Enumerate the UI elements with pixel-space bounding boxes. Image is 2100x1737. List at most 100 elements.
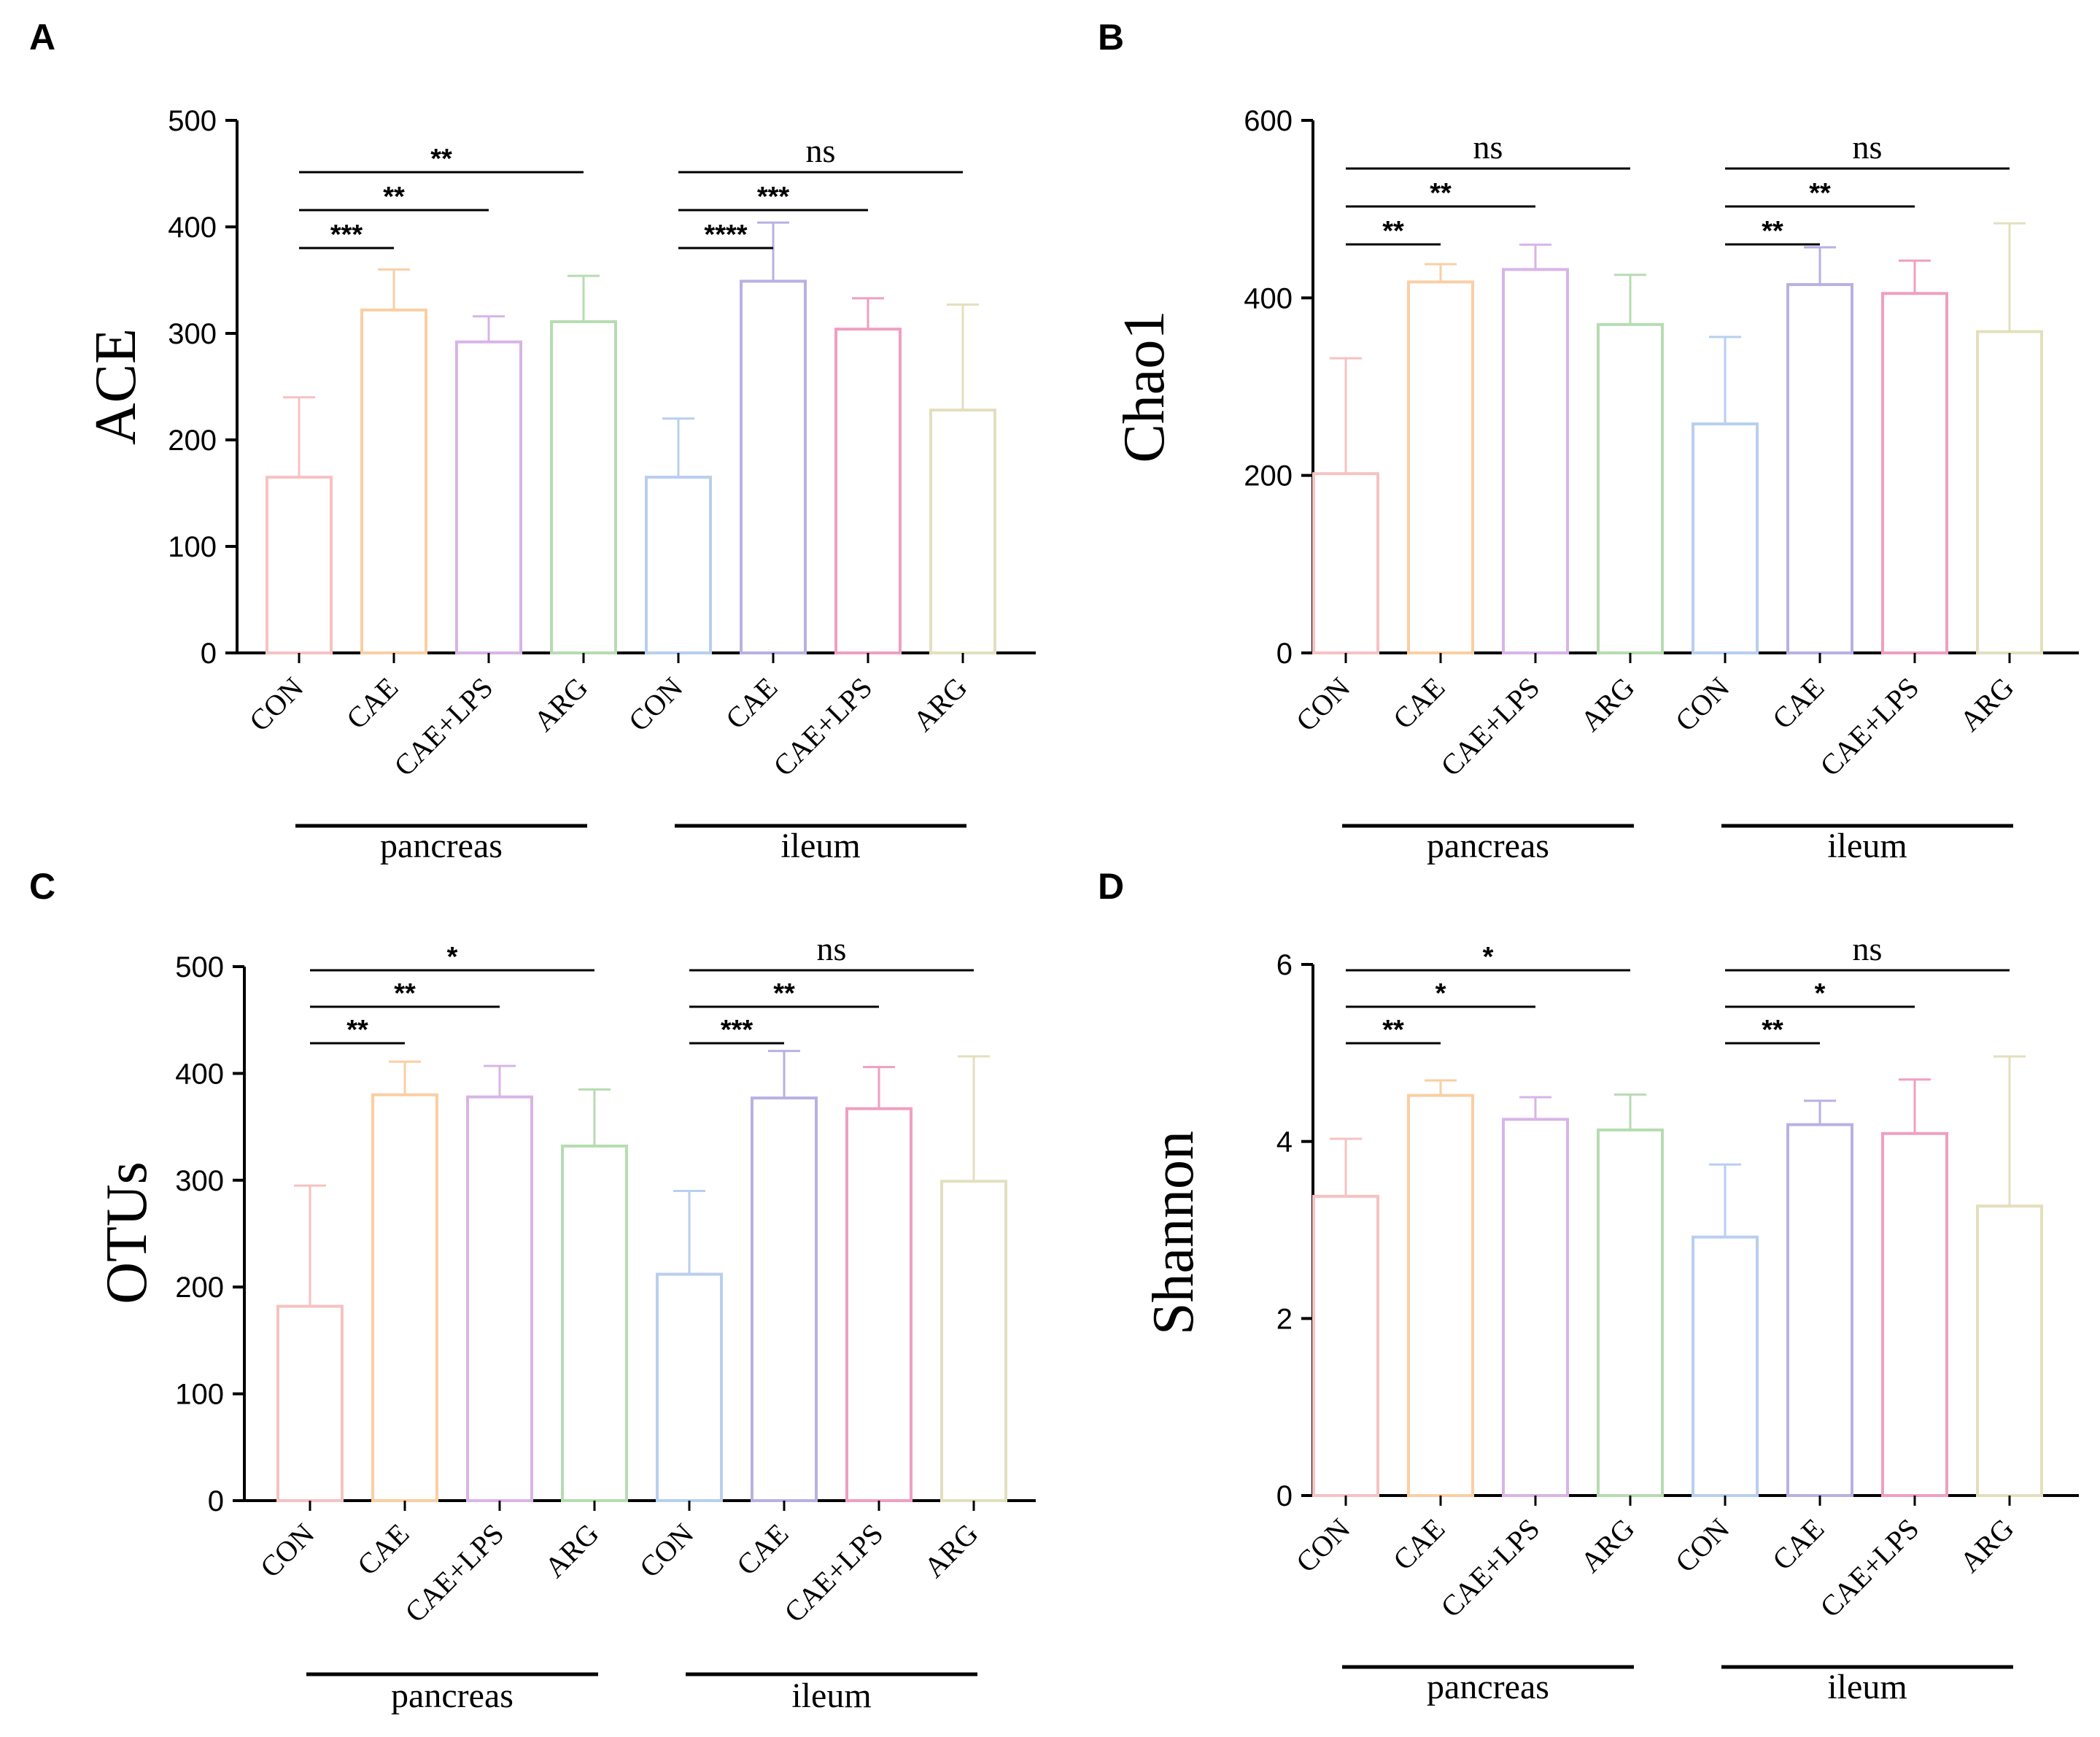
y-tick-label: 400 — [175, 1058, 224, 1090]
bar — [1407, 280, 1474, 654]
x-tick-label: CAE — [1387, 1512, 1451, 1577]
bar — [1502, 268, 1569, 654]
bar — [1786, 1123, 1853, 1497]
x-tick-label: CON — [633, 1517, 700, 1585]
x-tick-label: CON — [622, 671, 689, 738]
y-tick-label: 200 — [168, 425, 217, 457]
bar — [656, 1272, 723, 1502]
x-tick-label: ARG — [1953, 671, 2020, 738]
x-tick-label: CAE — [340, 671, 404, 735]
significance-label: ** — [430, 144, 452, 174]
y-tick-label: 300 — [168, 318, 217, 350]
panel-letter: C — [29, 866, 55, 907]
bar — [1407, 1094, 1474, 1498]
bar — [1976, 1204, 2043, 1497]
significance-label: ** — [1430, 178, 1452, 209]
bar — [751, 1096, 818, 1502]
bar — [1692, 1235, 1759, 1497]
x-tick-label: CAE+LPS — [398, 1517, 510, 1629]
group-label: ileum — [1827, 827, 1907, 865]
y-tick-label: 400 — [1244, 282, 1293, 314]
y-tick-label: 100 — [175, 1379, 224, 1411]
bar — [455, 340, 522, 654]
y-tick-label: 500 — [175, 951, 224, 983]
x-tick-label: CAE+LPS — [1434, 1512, 1546, 1624]
panel-letter: B — [1098, 17, 1124, 58]
bar — [645, 476, 712, 654]
bar — [1881, 1131, 1948, 1498]
significance-label: ** — [1762, 1015, 1783, 1045]
bar — [845, 1107, 913, 1503]
group-label: pancreas — [1427, 827, 1549, 865]
bar — [1881, 292, 1948, 654]
significance-label: * — [1483, 942, 1494, 972]
y-tick-label: 300 — [175, 1165, 224, 1197]
significance-label: ** — [1382, 216, 1404, 247]
bar — [360, 308, 427, 654]
bar — [371, 1093, 438, 1503]
y-tick-label: 4 — [1276, 1126, 1293, 1158]
group-label: pancreas — [1427, 1668, 1549, 1706]
x-tick-label: CON — [1669, 1512, 1736, 1579]
y-tick-label: 200 — [175, 1272, 224, 1304]
bar — [1976, 330, 2043, 654]
significance-label: ** — [1382, 1015, 1404, 1045]
significance-label: ns — [817, 930, 847, 967]
bar — [266, 476, 333, 654]
x-tick-label: CAE+LPS — [778, 1517, 889, 1629]
x-tick-label: CON — [1290, 671, 1357, 738]
significance-label: *** — [757, 182, 790, 212]
bar — [276, 1304, 344, 1502]
x-tick-label: ARG — [907, 671, 974, 738]
y-axis-label: Chao1 — [1112, 311, 1177, 463]
panel-letter: A — [29, 17, 55, 58]
group-label: ileum — [791, 1676, 871, 1715]
y-tick-label: 600 — [1244, 105, 1293, 137]
significance-label: * — [447, 942, 458, 972]
significance-label: ** — [394, 978, 416, 1009]
x-tick-label: CAE — [351, 1517, 415, 1582]
y-tick-label: 400 — [168, 212, 217, 244]
bar — [466, 1095, 533, 1503]
x-tick-label: CAE+LPS — [1434, 671, 1546, 783]
y-tick-label: 100 — [168, 531, 217, 563]
y-tick-label: 0 — [208, 1485, 224, 1517]
significance-label: ns — [806, 132, 836, 169]
group-label: ileum — [1827, 1668, 1907, 1706]
bar — [550, 320, 617, 654]
bar — [1786, 283, 1853, 654]
significance-label: ** — [383, 182, 405, 212]
bar — [1312, 472, 1379, 654]
bar — [1692, 422, 1759, 654]
bar — [1597, 322, 1664, 654]
x-tick-label: CAE — [1766, 671, 1830, 735]
x-tick-label: CON — [254, 1517, 321, 1585]
bar — [561, 1144, 628, 1503]
x-tick-label: CON — [243, 671, 310, 738]
x-tick-label: CAE — [1766, 1512, 1830, 1577]
x-tick-label: CAE — [719, 671, 783, 735]
y-tick-label: 2 — [1276, 1303, 1293, 1335]
significance-label: **** — [704, 220, 747, 250]
significance-label: ** — [773, 978, 795, 1009]
significance-label: ns — [1853, 930, 1883, 967]
group-label: ileum — [780, 827, 860, 865]
y-tick-label: 0 — [1276, 1480, 1293, 1512]
bar — [834, 328, 902, 654]
significance-label: ** — [346, 1015, 368, 1045]
group-label: pancreas — [380, 827, 503, 865]
x-tick-label: CON — [1290, 1512, 1357, 1579]
y-tick-label: 500 — [168, 105, 217, 137]
significance-label: * — [1815, 978, 1826, 1009]
y-axis-label: ACE — [84, 328, 148, 445]
x-tick-label: ARG — [1953, 1512, 2020, 1579]
y-tick-label: 200 — [1244, 460, 1293, 492]
y-tick-label: 6 — [1276, 949, 1293, 981]
bar — [740, 279, 807, 654]
x-tick-label: CAE — [1387, 671, 1451, 735]
